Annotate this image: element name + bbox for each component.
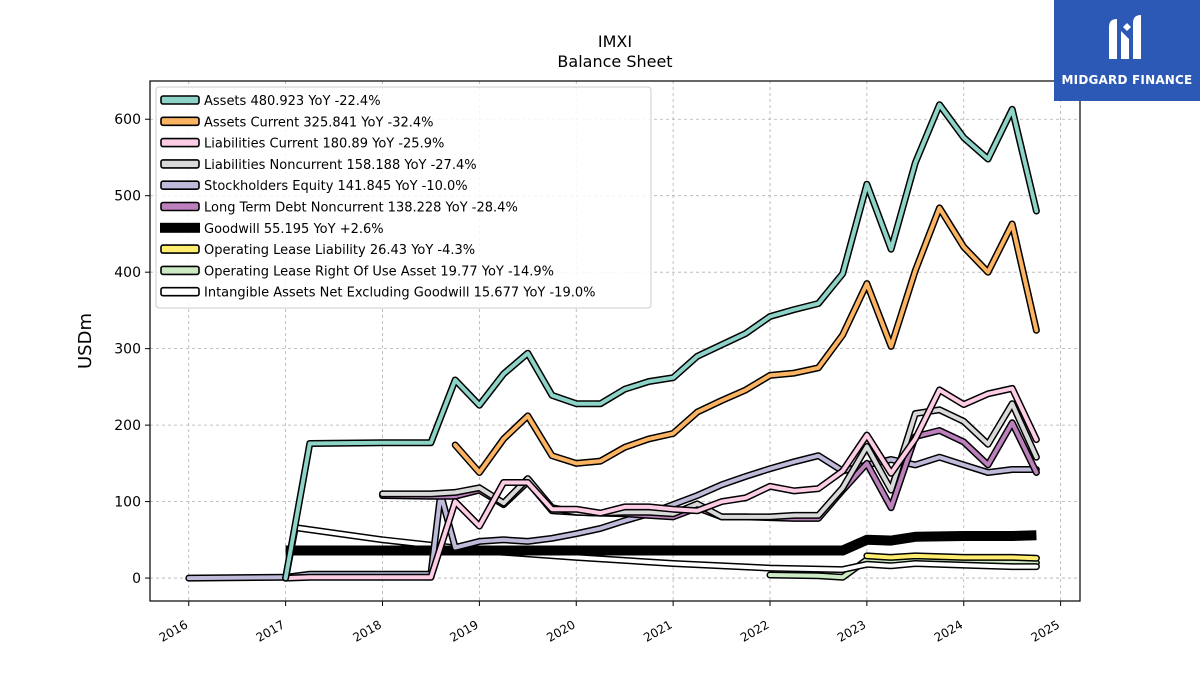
y-tick-label: 600	[114, 112, 141, 128]
legend-label: Goodwill 55.195 YoY +2.6%	[204, 222, 384, 237]
series-6	[285, 530, 1037, 556]
x-tick-label: 2018	[351, 617, 384, 644]
y-tick-label: 100	[114, 495, 141, 511]
x-tick-label: 2016	[157, 617, 190, 644]
legend-entry: Stockholders Equity 141.845 YoY -10.0%	[160, 179, 468, 194]
legend-entry: Intangible Assets Net Excluding Goodwill…	[160, 286, 595, 301]
series-line	[453, 205, 1039, 475]
legend-swatch	[160, 116, 200, 127]
legend-label: Intangible Assets Net Excluding Goodwill…	[204, 286, 595, 301]
legend-swatch	[160, 137, 200, 148]
x-axis: 2016 2017 2018 2019 2020 2021 2022 2023 2024 2025	[157, 601, 1062, 645]
series-9	[282, 524, 1040, 582]
legend-label: Long Term Debt Noncurrent 138.228 YoY -2…	[204, 201, 518, 216]
legend-label: Liabilities Noncurrent 158.188 YoY -27.4…	[204, 158, 477, 173]
legend-label: Operating Lease Right Of Use Asset 19.77…	[204, 264, 554, 279]
midgard-logo-icon	[1109, 15, 1141, 59]
y-axis: 0 100 200 300 400 500 600	[114, 112, 150, 587]
x-tick-label: 2025	[1029, 617, 1062, 644]
x-tick-label: 2022	[738, 617, 771, 644]
series-line	[283, 102, 1039, 581]
legend-label: Liabilities Current 180.89 YoY -25.9%	[204, 137, 444, 152]
legend-entry: Assets 480.923 YoY -22.4%	[160, 94, 381, 109]
legend-entry: Liabilities Noncurrent 158.188 YoY -27.4…	[160, 158, 477, 173]
x-tick-label: 2023	[835, 617, 868, 644]
series-line	[283, 525, 1039, 581]
series-line	[864, 553, 1039, 561]
y-tick-label: 400	[114, 265, 141, 281]
legend-swatch	[160, 244, 200, 254]
legend: Assets 480.923 YoY -22.4% Assets Current …	[155, 86, 652, 309]
y-axis-label: USDm	[75, 313, 96, 369]
legend-swatch	[160, 222, 200, 233]
x-tick-label: 2019	[447, 617, 480, 644]
logo-text: MIDGARD FINANCE	[1061, 73, 1193, 87]
series-line	[285, 530, 1037, 556]
x-tick-label: 2020	[544, 617, 577, 644]
legend-swatch	[160, 265, 200, 276]
legend-swatch	[160, 201, 200, 212]
series-2	[282, 384, 1040, 582]
series-1	[451, 204, 1040, 476]
series-7	[863, 552, 1040, 562]
x-tick-label: 2017	[254, 617, 287, 644]
chart-title: IMXI	[598, 32, 632, 51]
legend-label: Assets Current 325.841 YoY -32.4%	[204, 115, 434, 130]
x-tick-label: 2021	[641, 617, 674, 644]
legend-swatch	[160, 180, 200, 190]
legend-entry: Assets Current 325.841 YoY -32.4%	[160, 115, 434, 130]
grid	[150, 81, 1080, 601]
legend-label: Assets 480.923 YoY -22.4%	[204, 94, 381, 109]
legend-entry: Liabilities Current 180.89 YoY -25.9%	[160, 137, 444, 152]
midgard-finance-logo: MIDGARD FINANCE	[1054, 0, 1200, 101]
legend-swatch	[160, 159, 200, 169]
legend-label: Stockholders Equity 141.845 YoY -10.0%	[204, 179, 468, 194]
legend-swatch	[160, 95, 200, 105]
legend-label: Operating Lease Liability 26.43 YoY -4.3…	[204, 243, 475, 258]
legend-entry: Operating Lease Liability 26.43 YoY -4.3…	[160, 243, 475, 258]
series-lines	[185, 101, 1040, 582]
legend-box	[155, 86, 652, 309]
legend-entry: Goodwill 55.195 YoY +2.6%	[160, 222, 384, 237]
y-tick-label: 200	[114, 418, 141, 434]
plot-area-frame	[149, 80, 1081, 602]
y-tick-label: 300	[114, 342, 141, 358]
series-0	[282, 101, 1040, 582]
series-line	[283, 386, 1039, 581]
y-tick-label: 0	[132, 571, 141, 587]
x-tick-label: 2024	[932, 617, 965, 644]
chart-subtitle: Balance Sheet	[557, 52, 672, 71]
legend-swatch	[160, 286, 200, 297]
legend-entry: Operating Lease Right Of Use Asset 19.77…	[160, 264, 554, 279]
y-tick-label: 500	[114, 189, 141, 205]
legend-entry: Long Term Debt Noncurrent 138.228 YoY -2…	[160, 201, 518, 216]
